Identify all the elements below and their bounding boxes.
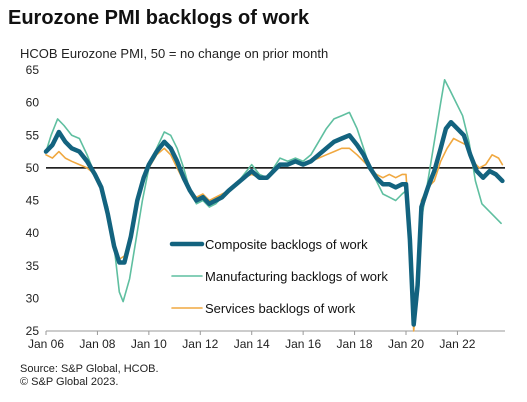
x-tick-label: Jan 12 <box>182 337 218 351</box>
y-tick-label: 35 <box>26 259 40 273</box>
x-axis: Jan 06 Jan 08 Jan 10 Jan 12 Jan 14 Jan 16 Jan … <box>28 330 505 351</box>
x-tick-label: Jan 10 <box>131 337 167 351</box>
x-tick-label: Jan 16 <box>285 337 321 351</box>
series-line-manufacturing-backlogs-of-work <box>45 79 502 326</box>
y-tick-label: 30 <box>26 291 40 305</box>
x-tick-label: Jan 20 <box>388 337 424 351</box>
copyright-note: © S&P Global 2023. <box>20 376 119 388</box>
y-tick-label: 25 <box>26 324 40 338</box>
x-tick-label: Jan 18 <box>337 337 373 351</box>
x-tick-label: Jan 06 <box>28 337 64 351</box>
y-tick-label: 65 <box>26 63 40 77</box>
legend-label-manufacturing-backlogs-of-work: Manufacturing backlogs of work <box>205 269 388 284</box>
y-axis: 25 30 35 40 45 50 55 60 65 <box>26 63 40 338</box>
series-layer <box>43 79 505 332</box>
legend-label-services-backlogs-of-work: Services backlogs of work <box>205 301 356 316</box>
legend: Composite backlogs of work Manufacturing … <box>169 237 388 316</box>
chart-footer: Source: S&P Global, HCOB. © S&P Global 2… <box>20 363 159 389</box>
series-line-composite-backlogs-of-work <box>43 119 505 327</box>
y-tick-label: 40 <box>26 226 40 240</box>
legend-label-composite-backlogs-of-work: Composite backlogs of work <box>205 237 368 252</box>
chart-title: Eurozone PMI backlogs of work <box>8 7 310 29</box>
y-tick-label: 60 <box>26 96 40 110</box>
x-tick-label: Jan 14 <box>234 337 270 351</box>
y-tick-label: 50 <box>26 161 40 175</box>
chart-subtitle: HCOB Eurozone PMI, 50 = no change on pri… <box>20 46 329 61</box>
y-tick-label: 55 <box>26 128 40 142</box>
y-tick-label: 45 <box>26 194 40 208</box>
x-tick-label: Jan 08 <box>79 337 115 351</box>
x-tick-label: Jan 22 <box>439 337 475 351</box>
source-note: Source: S&P Global, HCOB. <box>20 363 159 375</box>
